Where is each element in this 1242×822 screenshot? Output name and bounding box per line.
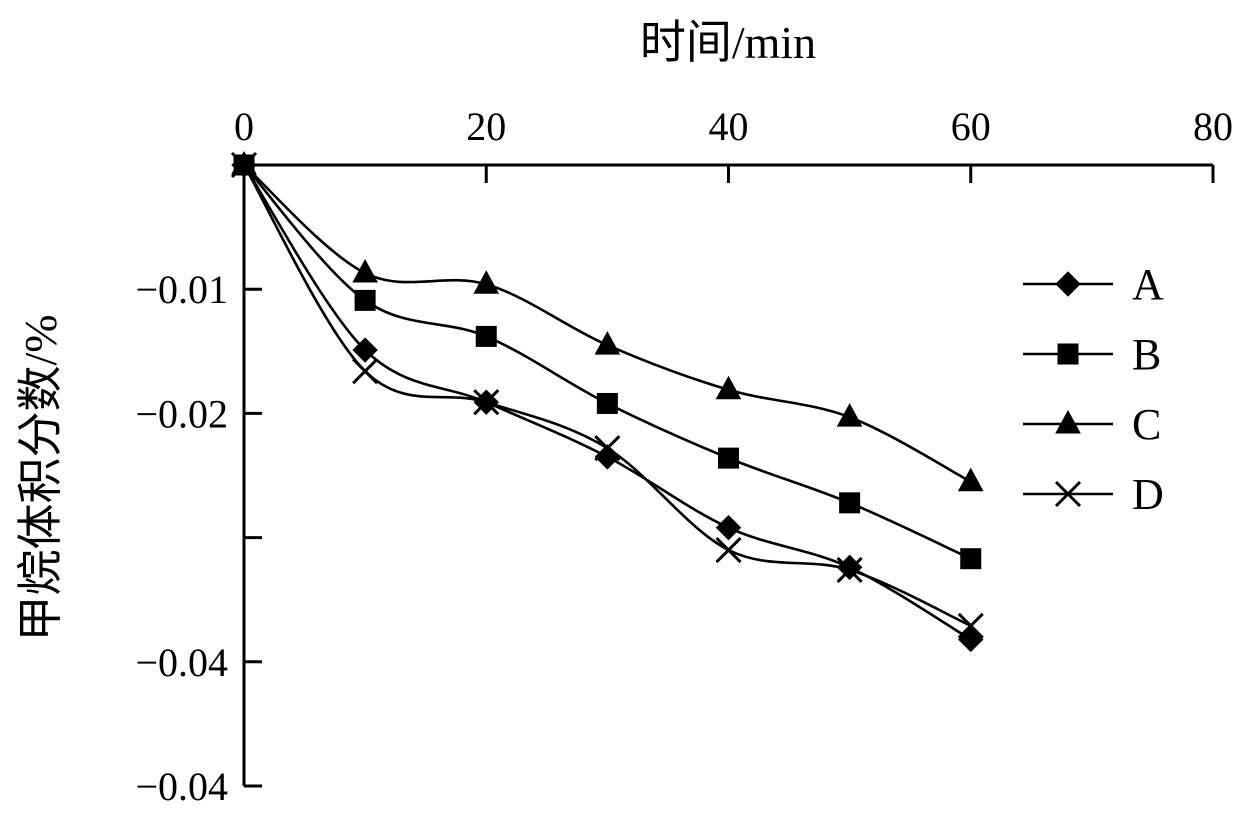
y-ticks: −0.01 −0.02 −0.04 −0.04 xyxy=(135,267,262,809)
triangle-marker xyxy=(594,331,621,355)
diamond-marker xyxy=(715,514,742,541)
x-tick-label: 0 xyxy=(234,104,254,149)
legend-label: B xyxy=(1132,330,1161,379)
x-ticks: 0 20 40 60 80 xyxy=(234,104,1233,183)
legend-item-b: B xyxy=(1023,330,1161,379)
x-tick-label: 60 xyxy=(951,104,991,149)
legend-label: A xyxy=(1132,260,1164,309)
y-tick-label: −0.04 xyxy=(135,764,228,809)
square-marker xyxy=(718,447,739,469)
legend-label: D xyxy=(1132,470,1164,519)
triangle-marker xyxy=(715,375,742,400)
square-marker xyxy=(1057,343,1079,365)
series-b xyxy=(233,154,982,570)
square-marker xyxy=(960,548,982,570)
triangle-marker xyxy=(473,270,500,294)
x-marker xyxy=(473,389,500,416)
y-tick-label: −0.02 xyxy=(135,391,228,436)
series-d xyxy=(230,151,984,639)
square-marker xyxy=(596,392,618,414)
series-b-line xyxy=(243,164,972,560)
diamond-marker xyxy=(1055,271,1081,297)
triangle-marker xyxy=(352,259,378,283)
square-marker xyxy=(354,289,376,311)
y-tick-label: −0.01 xyxy=(135,267,228,312)
x-marker xyxy=(230,151,258,179)
series-c-line xyxy=(243,164,972,483)
x-marker xyxy=(836,556,863,583)
diamond-marker xyxy=(352,337,378,363)
square-marker xyxy=(839,492,861,514)
y-axis-label: 甲烷体积分数/% xyxy=(15,314,66,641)
x-tick-label: 40 xyxy=(709,104,749,149)
triangle-marker xyxy=(957,467,984,492)
series-c xyxy=(231,150,984,492)
x-marker xyxy=(957,612,984,639)
legend-item-d: D xyxy=(1023,470,1164,519)
triangle-marker xyxy=(836,403,863,427)
x-tick-label: 20 xyxy=(466,104,506,149)
diamond-marker xyxy=(958,626,984,653)
square-marker xyxy=(475,325,497,347)
x-marker xyxy=(715,536,742,564)
y-tick-label: −0.04 xyxy=(135,640,228,685)
x-tick-label: 80 xyxy=(1193,104,1233,149)
x-marker xyxy=(1054,480,1082,508)
triangle-marker xyxy=(1055,409,1081,434)
legend-label: C xyxy=(1132,400,1161,449)
axes xyxy=(242,163,1213,786)
x-axis-label: 时间/min xyxy=(640,17,816,68)
x-marker xyxy=(352,358,379,385)
x-marker xyxy=(594,435,621,462)
series-group xyxy=(230,150,984,653)
legend-item-c: C xyxy=(1023,400,1161,449)
legend-item-a: A xyxy=(1023,260,1164,309)
